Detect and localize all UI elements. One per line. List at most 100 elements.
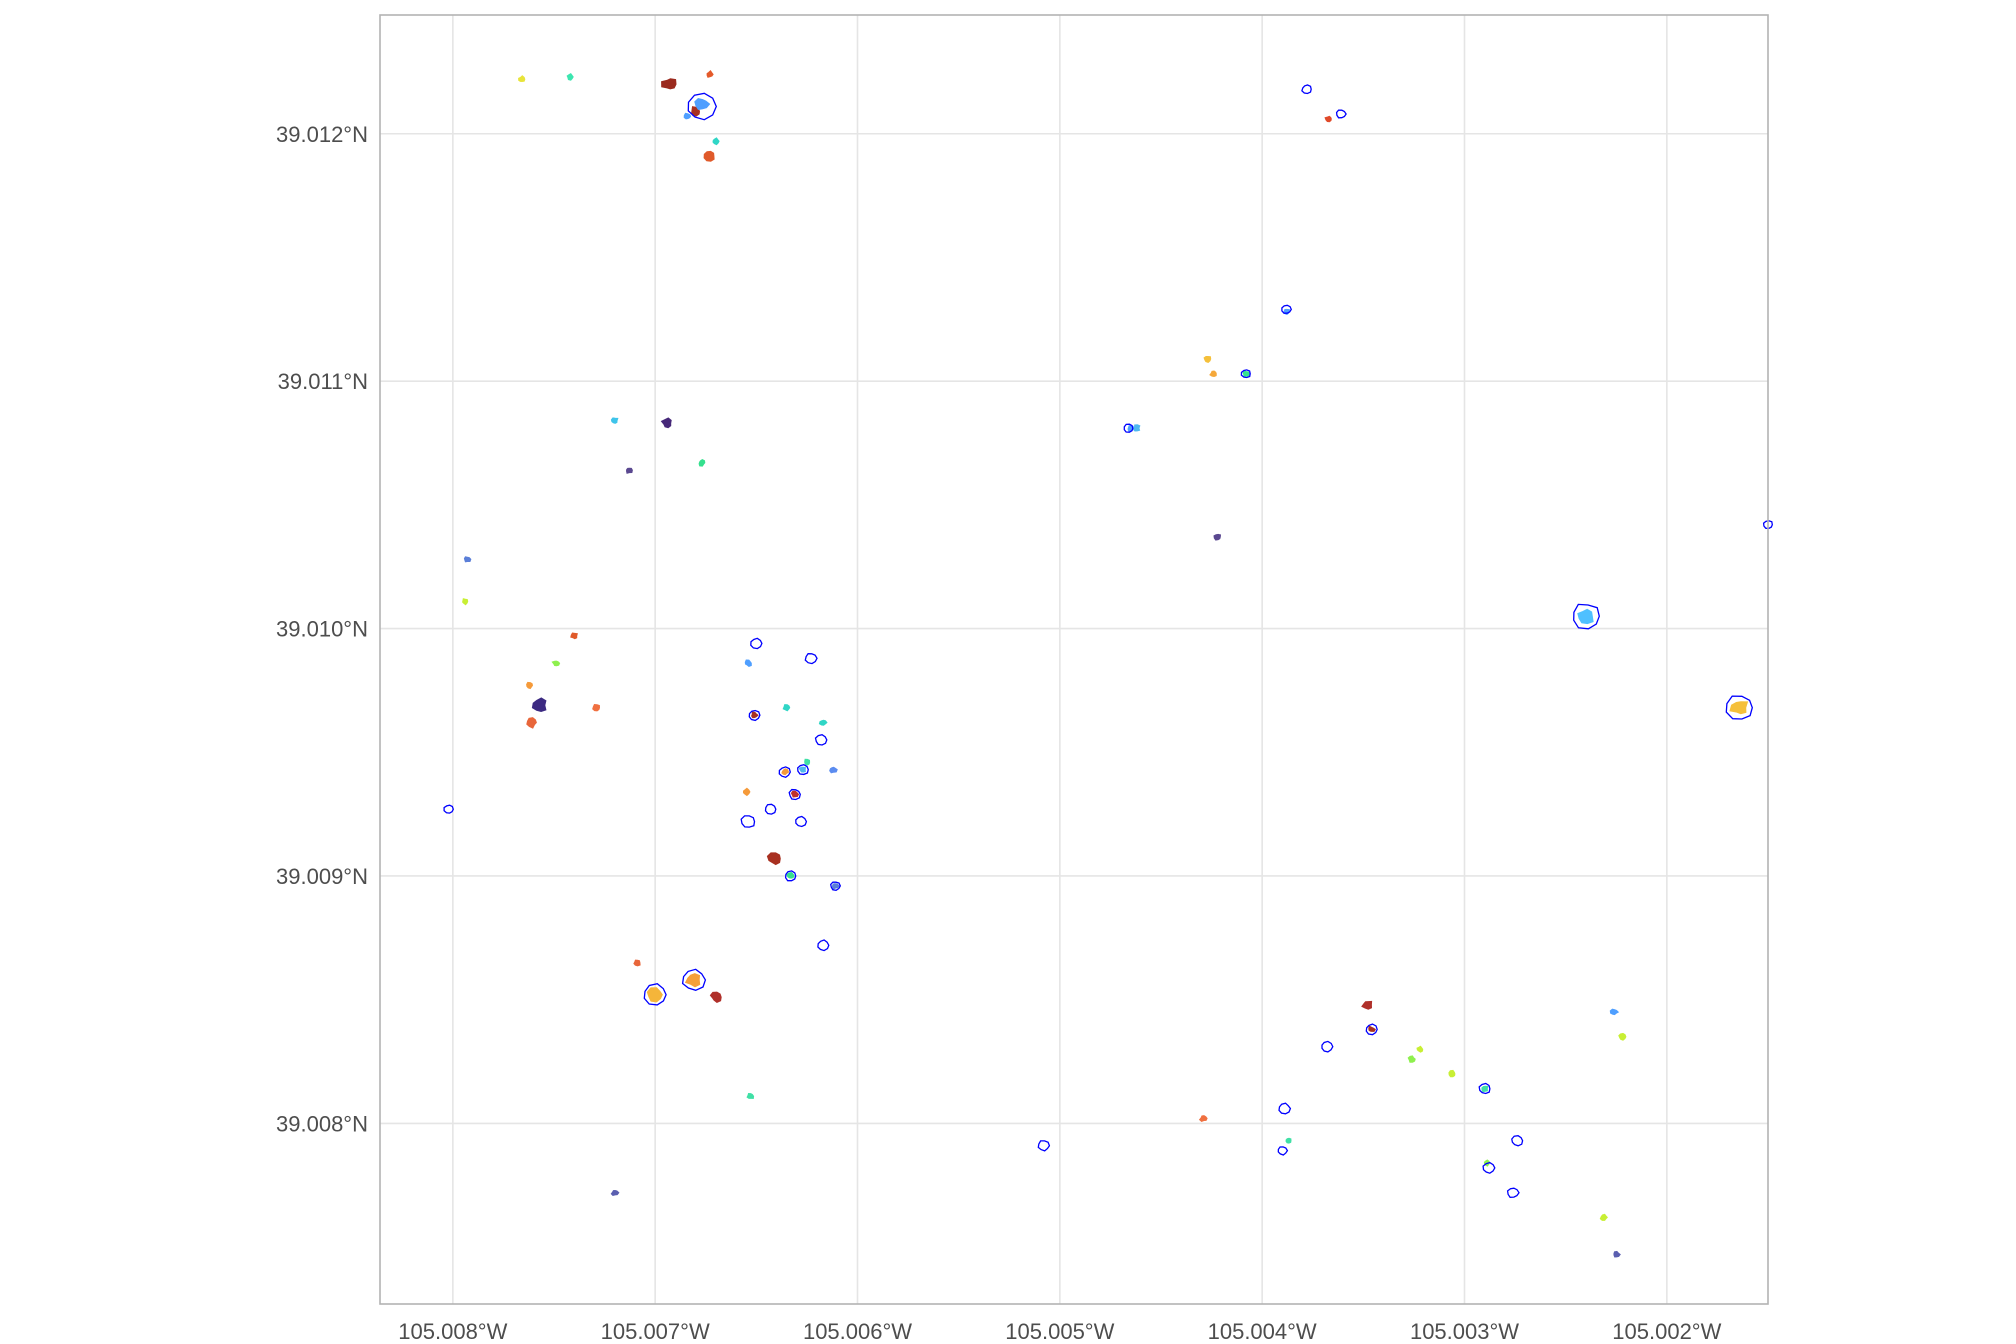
filled-patch bbox=[610, 417, 619, 424]
outlined-patch bbox=[1277, 1146, 1289, 1156]
filled-patch bbox=[1448, 1069, 1456, 1078]
filled-patch bbox=[790, 790, 800, 798]
filled-patch bbox=[610, 1189, 620, 1196]
outlined-patch bbox=[814, 734, 828, 746]
outlined-patch bbox=[687, 92, 718, 121]
y-tick-label: 39.012°N bbox=[276, 122, 368, 147]
filled-patch bbox=[1481, 1085, 1489, 1093]
y-tick-label: 39.011°N bbox=[278, 369, 368, 394]
filled-patch bbox=[1416, 1045, 1424, 1053]
outlined-patch bbox=[1365, 1023, 1378, 1036]
filled-patch bbox=[818, 719, 828, 726]
outlined-patch bbox=[804, 653, 818, 665]
filled-patch bbox=[1361, 1000, 1373, 1010]
filled-patch bbox=[709, 991, 722, 1003]
filled-patch bbox=[706, 70, 714, 78]
y-tick-label: 39.009°N bbox=[276, 864, 368, 889]
filled-patch bbox=[1613, 1250, 1621, 1258]
x-axis-tick-labels: 105.008°W 105.007°W 105.006°W 105.005°W 105.… bbox=[398, 1319, 1721, 1344]
outlined-patch bbox=[817, 939, 830, 952]
filled-patch bbox=[1618, 1032, 1627, 1041]
filled-patch bbox=[1407, 1055, 1416, 1063]
outlined-patch bbox=[1506, 1187, 1520, 1198]
filled-patch bbox=[786, 871, 795, 879]
outlined-patch bbox=[1240, 369, 1251, 379]
outlined-patch bbox=[750, 637, 763, 650]
filled-patch bbox=[646, 987, 663, 1003]
filled-patch bbox=[1242, 370, 1251, 378]
filled-patch bbox=[1132, 424, 1141, 432]
x-tick-label: 105.004°W bbox=[1208, 1319, 1317, 1344]
filled-patch bbox=[1285, 1137, 1292, 1144]
filled-patch bbox=[1203, 356, 1212, 363]
outlined-patch bbox=[778, 766, 791, 779]
filled-patch bbox=[1577, 608, 1594, 625]
filled-patch bbox=[694, 98, 711, 110]
filled-patch bbox=[1198, 1115, 1208, 1122]
panel-border bbox=[379, 14, 1769, 1305]
outlined-patch bbox=[797, 764, 809, 776]
outlined-patch bbox=[788, 788, 801, 801]
filled-patch bbox=[1599, 1213, 1608, 1221]
x-tick-label: 105.006°W bbox=[803, 1319, 912, 1344]
filled-patch bbox=[782, 704, 791, 712]
filled-patch bbox=[633, 959, 641, 967]
outlined-patch bbox=[748, 709, 761, 722]
filled-patch bbox=[684, 973, 701, 988]
outlined-patch bbox=[1478, 1082, 1491, 1095]
outlined-patch bbox=[1321, 1040, 1334, 1053]
filled-patch bbox=[766, 852, 781, 866]
x-tick-label: 105.007°W bbox=[601, 1319, 710, 1344]
outlined-patch bbox=[1037, 1140, 1051, 1152]
filled-patch bbox=[518, 75, 526, 83]
filled-patch bbox=[531, 697, 547, 713]
filled-patch bbox=[592, 703, 601, 712]
y-tick-label: 39.008°N bbox=[276, 1111, 368, 1136]
outlined-patch bbox=[1278, 1102, 1292, 1115]
x-tick-label: 105.005°W bbox=[1005, 1319, 1114, 1344]
filled-patch bbox=[1213, 533, 1222, 541]
filled-patch bbox=[703, 150, 715, 162]
outlined-patch bbox=[784, 870, 797, 882]
filled-patch bbox=[746, 1092, 755, 1100]
filled-patch bbox=[781, 768, 790, 776]
filled-patch bbox=[462, 598, 469, 606]
y-axis-tick-labels: 39.008°N 39.009°N 39.010°N 39.011°N 39.012°N bbox=[276, 122, 368, 1137]
outlined-patch bbox=[740, 815, 756, 828]
filled-patch bbox=[526, 681, 534, 690]
outlined-patches bbox=[443, 84, 1773, 1198]
gridlines bbox=[380, 15, 1768, 1304]
filled-patch bbox=[712, 137, 720, 146]
outlined-patch bbox=[1482, 1161, 1496, 1174]
x-tick-label: 105.002°W bbox=[1612, 1319, 1721, 1344]
filled-patch bbox=[463, 556, 472, 563]
x-tick-label: 105.003°W bbox=[1410, 1319, 1519, 1344]
filled-patch bbox=[804, 758, 811, 766]
filled-patch bbox=[698, 459, 706, 467]
filled-patch bbox=[743, 787, 751, 797]
filled-patch bbox=[744, 659, 752, 667]
outlined-patch bbox=[643, 982, 667, 1006]
outlined-patch bbox=[681, 968, 707, 991]
outlined-patch bbox=[829, 881, 842, 891]
filled-patch bbox=[831, 883, 840, 890]
outlined-patch bbox=[1281, 304, 1293, 314]
outlined-patch bbox=[795, 815, 808, 828]
filled-patch bbox=[570, 632, 578, 640]
filled-patch bbox=[1368, 1025, 1376, 1032]
outlined-patch bbox=[1335, 109, 1347, 119]
filled-patch bbox=[751, 711, 759, 719]
outlined-patch bbox=[1301, 84, 1312, 95]
filled-patch bbox=[625, 467, 633, 474]
filled-patches bbox=[462, 70, 1749, 1258]
x-tick-label: 105.008°W bbox=[398, 1319, 507, 1344]
outlined-patch bbox=[1573, 603, 1600, 630]
filled-patch bbox=[660, 417, 672, 429]
filled-patch bbox=[1729, 701, 1749, 715]
filled-patch bbox=[798, 766, 807, 773]
outlined-patch bbox=[1511, 1135, 1524, 1147]
outlined-patch bbox=[764, 803, 777, 815]
filled-patch bbox=[1324, 115, 1332, 123]
filled-patch bbox=[1209, 370, 1217, 378]
